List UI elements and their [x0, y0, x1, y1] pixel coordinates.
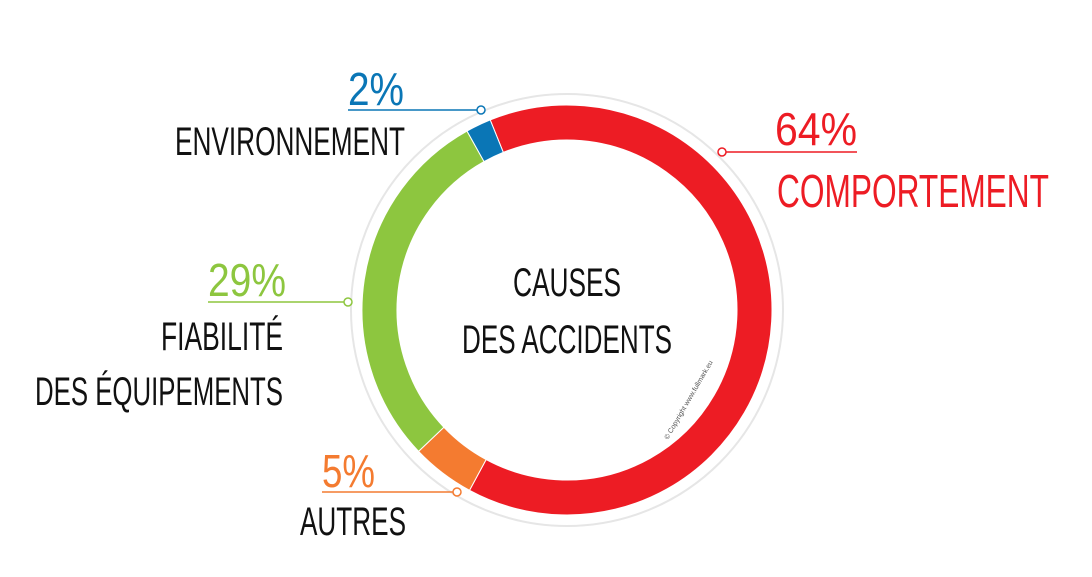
- donut-segment: [466, 119, 504, 163]
- category-label: FIABILITÉ DES ÉQUIPEMENTS: [35, 314, 283, 414]
- donut-segment: [361, 130, 485, 453]
- category-label: ENVIRONNEMENT: [175, 120, 405, 164]
- outer-ring: [350, 93, 784, 527]
- value-label: 29%: [208, 254, 286, 306]
- chart-title: CAUSES DES ACCIDENTS: [462, 261, 672, 362]
- leader-dot: [452, 487, 462, 497]
- leader-dot: [717, 147, 727, 157]
- category-label: COMPORTEMENT: [777, 165, 1049, 217]
- value-label: 64%: [775, 103, 857, 155]
- leader-dot: [343, 297, 353, 307]
- value-label: 2%: [348, 63, 404, 115]
- category-label: AUTRES: [300, 500, 406, 544]
- leader-dot: [476, 105, 486, 115]
- donut-segment: [468, 104, 773, 516]
- value-label: 5%: [322, 445, 375, 497]
